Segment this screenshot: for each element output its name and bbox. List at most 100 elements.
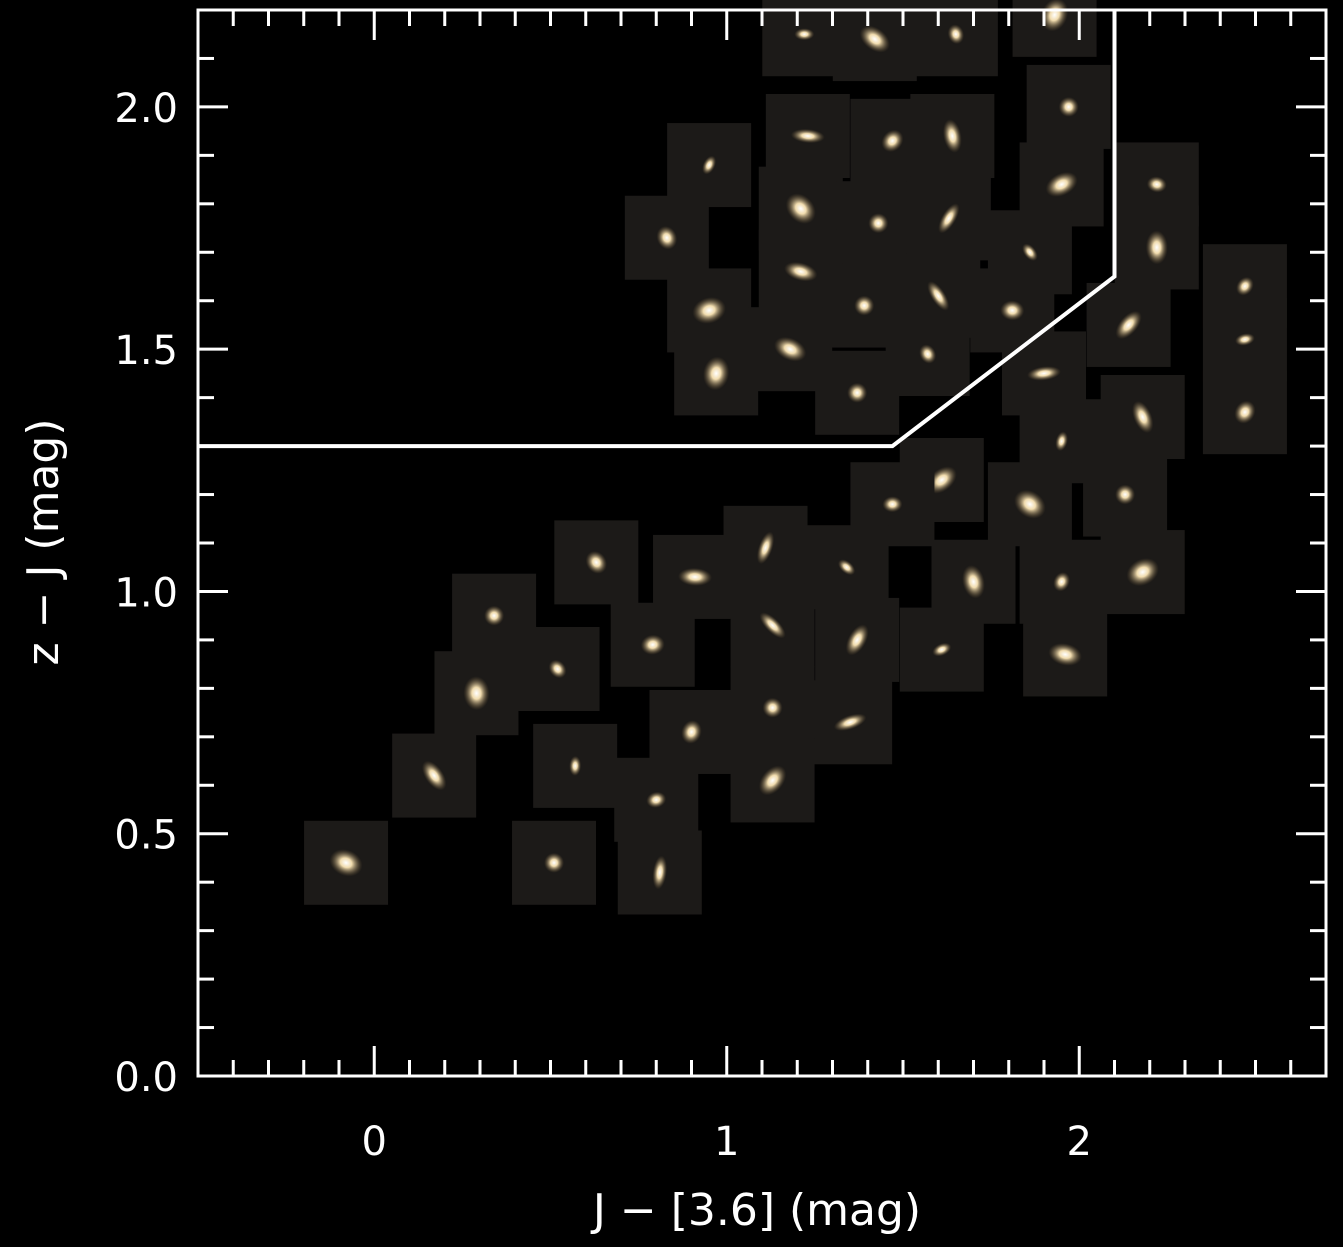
galaxy-point [882,496,903,513]
galaxy-point [1132,400,1154,434]
galaxy-cutout [815,597,900,682]
galaxy-cutout [1100,375,1185,460]
galaxy-point [845,624,869,656]
galaxy-cutout [730,738,815,823]
x-tick-label: 1 [714,1119,739,1165]
galaxy-cutout [614,757,699,842]
galaxy-cutout [533,723,618,808]
galaxy-point [703,356,730,391]
galaxy-cutout [624,195,709,280]
galaxy-cutout [674,331,759,416]
galaxy-cutout [1026,64,1111,149]
galaxy-point [854,295,875,316]
galaxy-point [758,765,787,796]
galaxy-cutout [1019,539,1104,624]
galaxy-cutout [885,312,970,397]
galaxy-cutout [617,830,702,915]
galaxy-cutout [987,462,1072,547]
galaxy-cutout [808,680,893,765]
galaxy-cutout [910,93,995,178]
galaxy-point [938,203,960,234]
galaxy-point [1045,171,1078,197]
galaxy-point [569,755,582,776]
galaxy-point [1040,0,1069,32]
galaxy-point [1126,558,1159,587]
galaxy-cutout [913,0,998,77]
galaxy-point [919,344,937,364]
y-tick-label: 0.0 [114,1055,178,1101]
galaxy-cutout [1202,370,1287,455]
galaxy-cutout [1083,452,1168,537]
galaxy-point [774,336,807,362]
galaxy-cutout [815,350,900,435]
galaxy-point [652,855,668,890]
galaxy-cutout [434,651,519,736]
galaxy-cutout [1100,530,1185,615]
galaxy-point [646,791,667,808]
galaxy-cutout [906,176,991,261]
galaxy-point [1027,366,1061,381]
galaxy-point [1022,243,1038,261]
selection-boundary-line [198,10,1117,449]
galaxy-point [1058,96,1079,117]
galaxy-cutout [610,602,695,687]
galaxy-point [1055,431,1068,452]
galaxy-point [1000,300,1025,321]
galaxy-cutout [1202,297,1287,382]
galaxy-point [942,119,962,153]
galaxy-point [656,225,678,250]
galaxy-point [329,849,363,877]
galaxy-cutout [515,626,600,711]
galaxy-cutout [804,525,889,610]
galaxy-point [640,634,665,655]
galaxy-point [1236,276,1254,296]
galaxy-point [1235,333,1255,346]
galaxy-point [847,382,868,403]
galaxy-point [932,642,952,657]
galaxy-point [784,261,818,282]
x-axis-title: J − [3.6] (mag) [590,1185,921,1236]
y-tick-label: 0.5 [114,813,178,859]
y-tick-label: 2.0 [114,86,178,132]
galaxy-point [1014,489,1046,519]
galaxy-point [881,129,904,152]
galaxy-cutout [554,520,639,605]
galaxy-cutout [899,607,984,692]
galaxy-point [947,24,965,45]
galaxy-point [794,28,815,41]
galaxy-cutout [1086,282,1171,367]
galaxy-point [548,659,567,679]
galaxy-point [544,852,565,873]
galaxy-point [678,567,713,586]
y-tick-label: 1.5 [114,328,178,374]
galaxy-cutout [667,123,752,208]
galaxy-point [1234,400,1256,424]
tick-labels: 0 1 2 0.0 0.5 1.0 1.5 2.0 [114,86,1092,1165]
galaxy-point [833,713,867,731]
galaxy-point [762,697,783,718]
galaxy-point [859,25,890,53]
galaxy-cutout [1023,612,1108,697]
galaxy-point [1145,230,1168,265]
galaxy-point [838,559,856,576]
galaxy-point [585,550,607,574]
galaxy-point [927,281,950,311]
y-tick-label: 1.0 [114,570,178,616]
galaxy-point [962,565,985,599]
galaxy-point [785,193,816,224]
galaxy-point [484,605,505,626]
galaxy-point [756,531,775,565]
galaxy-point [1115,310,1142,340]
galaxy-point [759,612,786,639]
galaxy-point [1146,176,1167,193]
galaxy-point [1115,484,1136,505]
galaxy-cutout [512,820,597,905]
galaxy-cutout [836,181,921,266]
galaxy-point [421,760,447,791]
galaxy-cutout [730,583,815,668]
axis-ticks [196,8,1328,1078]
x-tick-label: 0 [362,1119,387,1165]
galaxy-point [790,128,825,144]
galaxy-cutout [765,93,850,178]
